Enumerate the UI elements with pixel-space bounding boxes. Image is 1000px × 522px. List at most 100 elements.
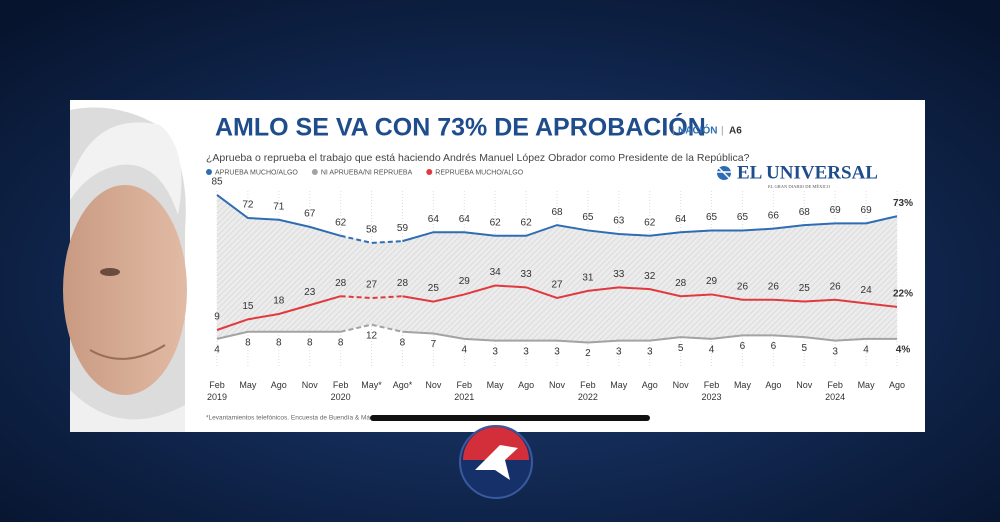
home-indicator bbox=[370, 415, 650, 421]
data-label: 68 bbox=[799, 207, 811, 218]
data-label: 29 bbox=[706, 276, 718, 287]
data-label: 8 bbox=[276, 337, 282, 348]
x-tick-label: Nov bbox=[672, 380, 689, 390]
data-label: 2 bbox=[585, 348, 591, 359]
data-label: 65 bbox=[737, 212, 749, 223]
series-line bbox=[216, 194, 341, 237]
data-label: 4 bbox=[461, 345, 467, 356]
series-line bbox=[402, 215, 898, 243]
data-label: 25 bbox=[799, 283, 811, 294]
x-tick-label: Nov bbox=[796, 380, 813, 390]
page-number: A6 bbox=[729, 126, 742, 137]
separator: | bbox=[721, 126, 724, 137]
channel-logo bbox=[459, 425, 533, 499]
section: NACIÓN bbox=[678, 124, 717, 137]
data-label: 12 bbox=[366, 330, 378, 341]
legend-marker bbox=[426, 169, 433, 175]
data-label: 3 bbox=[647, 346, 653, 357]
x-tick-label: Feb 2023 bbox=[701, 380, 722, 402]
data-label: 27 bbox=[366, 280, 378, 291]
footnote: *Levantamientos telefónicos. Encuesta de… bbox=[206, 415, 370, 422]
x-tick-label: Nov bbox=[425, 380, 442, 390]
data-label: 27 bbox=[551, 280, 563, 291]
x-tick-label: Nov bbox=[301, 380, 318, 390]
data-label: 58 bbox=[366, 225, 378, 236]
data-label: 62 bbox=[644, 217, 656, 228]
x-tick-label: Feb 2022 bbox=[577, 380, 598, 402]
series-line bbox=[340, 234, 403, 244]
data-label: 3 bbox=[616, 346, 622, 357]
data-label: 26 bbox=[768, 281, 780, 292]
x-tick-label: May bbox=[486, 380, 504, 390]
data-label: 62 bbox=[521, 217, 533, 228]
data-label: 28 bbox=[397, 278, 409, 289]
series-line bbox=[402, 284, 898, 308]
series-line bbox=[340, 295, 403, 300]
data-label: 64 bbox=[459, 214, 471, 225]
data-label: 18 bbox=[273, 296, 285, 307]
subtitle: ¿Aprueba o reprueba el trabajo que está … bbox=[206, 152, 750, 164]
data-label: 4 bbox=[214, 345, 220, 356]
data-label: 59 bbox=[397, 223, 409, 234]
data-label: 5 bbox=[801, 343, 807, 354]
data-label: 6 bbox=[740, 341, 746, 352]
x-tick-label: Ago bbox=[765, 380, 782, 390]
data-label: 62 bbox=[335, 217, 347, 228]
brand: EL UNIVERSAL bbox=[737, 162, 878, 183]
series-line bbox=[216, 295, 341, 331]
data-label: 8 bbox=[400, 337, 406, 348]
data-label: 24 bbox=[861, 285, 873, 296]
data-label: 8 bbox=[338, 337, 344, 348]
data-label: 64 bbox=[428, 214, 440, 225]
data-label: 85 bbox=[211, 177, 223, 188]
x-tick-label: Feb 2019 bbox=[206, 380, 228, 402]
data-label: 63 bbox=[613, 216, 625, 227]
x-tick-label: May bbox=[239, 380, 257, 390]
data-label: 34 bbox=[490, 267, 502, 278]
series-line bbox=[402, 330, 897, 344]
legend-marker bbox=[206, 169, 212, 175]
data-label: 23 bbox=[304, 287, 316, 298]
series-line bbox=[216, 330, 341, 340]
legend-marker bbox=[311, 169, 318, 175]
data-label: 64 bbox=[675, 214, 687, 225]
data-label: 67 bbox=[304, 209, 316, 220]
x-tick-label: Feb 2024 bbox=[825, 380, 846, 402]
data-label: 71 bbox=[273, 201, 285, 212]
x-tick-label: Ago bbox=[888, 380, 905, 390]
data-label: 32 bbox=[644, 271, 656, 282]
series-line bbox=[340, 323, 403, 333]
data-label: 26 bbox=[830, 281, 842, 292]
data-label: 4% bbox=[896, 345, 911, 356]
legend-label: NI APRUEBA/NI REPRUEBA bbox=[321, 169, 413, 176]
brand-tagline: EL GRAN DIARIO DE MÉXICO bbox=[768, 184, 831, 189]
data-label: 33 bbox=[613, 269, 625, 280]
x-tick-label: Ago bbox=[270, 380, 287, 390]
data-label: 68 bbox=[551, 207, 563, 218]
data-label: 15 bbox=[242, 301, 254, 312]
data-label: 73% bbox=[893, 198, 913, 209]
x-tick-label: Ago bbox=[641, 380, 658, 390]
data-label: 62 bbox=[490, 217, 502, 228]
title: AMLO SE VA CON 73% DE APROBACIÓN bbox=[215, 112, 706, 142]
data-label: 31 bbox=[582, 273, 594, 284]
x-tick-label: Ago bbox=[518, 380, 535, 390]
x-tick-label: Feb 2021 bbox=[454, 380, 475, 402]
data-label: 65 bbox=[582, 212, 594, 223]
legend-label: APRUEBA MUCHO/ALGO bbox=[215, 169, 298, 176]
data-label: 69 bbox=[830, 205, 842, 216]
data-label: 4 bbox=[709, 345, 715, 356]
x-tick-label: May bbox=[610, 380, 628, 390]
data-label: 8 bbox=[307, 337, 313, 348]
data-label: 66 bbox=[768, 210, 780, 221]
data-label: 26 bbox=[737, 281, 749, 292]
separator: | bbox=[672, 126, 675, 137]
x-tick-label: May bbox=[857, 380, 875, 390]
x-tick-label: Feb 2020 bbox=[330, 380, 351, 402]
data-label: 3 bbox=[492, 346, 498, 357]
band bbox=[217, 194, 897, 343]
data-label: 33 bbox=[521, 269, 533, 280]
data-label: 6 bbox=[771, 341, 777, 352]
